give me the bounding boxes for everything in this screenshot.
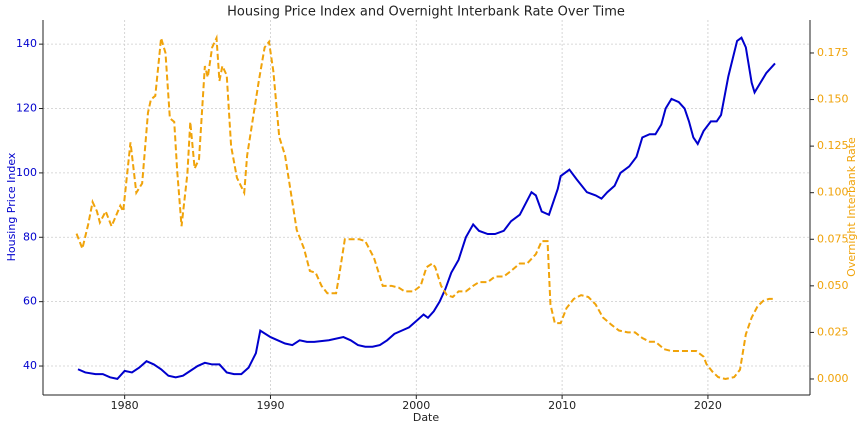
y2-tick-label: 0.150 [817, 93, 849, 106]
y-tick-label: 40 [23, 359, 37, 372]
y2-tick-label: 0.050 [817, 279, 849, 292]
y2-tick-label: 0.025 [817, 325, 849, 338]
y-axis-label: Housing Price Index [5, 152, 18, 261]
y2-tick-label: 0.000 [817, 372, 849, 385]
chart-title: Housing Price Index and Overnight Interb… [227, 5, 625, 20]
y2-tick-label: 0.175 [817, 46, 849, 59]
y-tick-label: 80 [23, 230, 37, 243]
x-tick-label: 1990 [256, 399, 284, 412]
y2-tick-label: 0.075 [817, 232, 849, 245]
x-tick-label: 2000 [402, 399, 430, 412]
x-tick-label: 1980 [111, 399, 139, 412]
y-tick-label: 60 [23, 295, 37, 308]
y-tick-label: 120 [16, 102, 37, 115]
data-line [77, 36, 776, 381]
x-tick-label: 2020 [694, 399, 722, 412]
y2-axis-label: Overnight Interbank Rate [845, 137, 858, 277]
data-line [75, 34, 775, 381]
x-tick-label: 2010 [548, 399, 576, 412]
y-tick-label: 100 [16, 166, 37, 179]
y-tick-label: 140 [16, 37, 37, 50]
x-axis-label: Date [413, 411, 440, 424]
y2-tick-label: 0.125 [817, 139, 849, 152]
y2-tick-label: 0.100 [817, 186, 849, 199]
